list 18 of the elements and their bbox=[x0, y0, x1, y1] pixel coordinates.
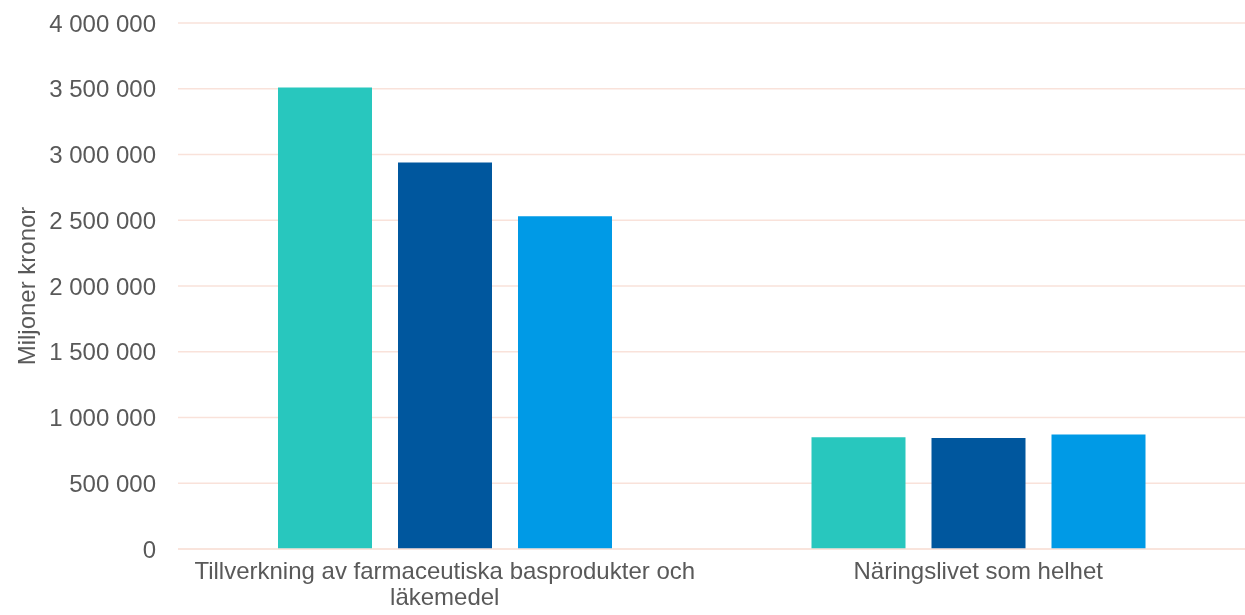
y-tick-label: 500 000 bbox=[69, 469, 156, 497]
y-axis-title: Miljoner kronor bbox=[12, 206, 40, 366]
y-tick-label: 0 bbox=[142, 535, 156, 563]
y-tick-label: 4 000 000 bbox=[49, 9, 156, 37]
x-tick-label: Tillverkning av farmaceutiska basprodukter och läkemedel bbox=[194, 557, 696, 610]
bar bbox=[1051, 434, 1146, 549]
y-tick-label: 1 000 000 bbox=[49, 404, 156, 432]
y-tick-label: 2 500 000 bbox=[49, 206, 156, 234]
y-tick-label: 3 000 000 bbox=[49, 141, 156, 169]
x-tick-label: Näringslivet som helhet bbox=[853, 557, 1104, 584]
bar bbox=[931, 437, 1026, 549]
bar bbox=[518, 216, 612, 549]
bar bbox=[811, 437, 906, 549]
y-tick-label: 3 500 000 bbox=[49, 75, 156, 103]
y-tick-label: 2 000 000 bbox=[49, 272, 156, 300]
y-tick-label: 1 500 000 bbox=[49, 338, 156, 366]
bar bbox=[278, 87, 372, 549]
bar bbox=[398, 162, 492, 549]
